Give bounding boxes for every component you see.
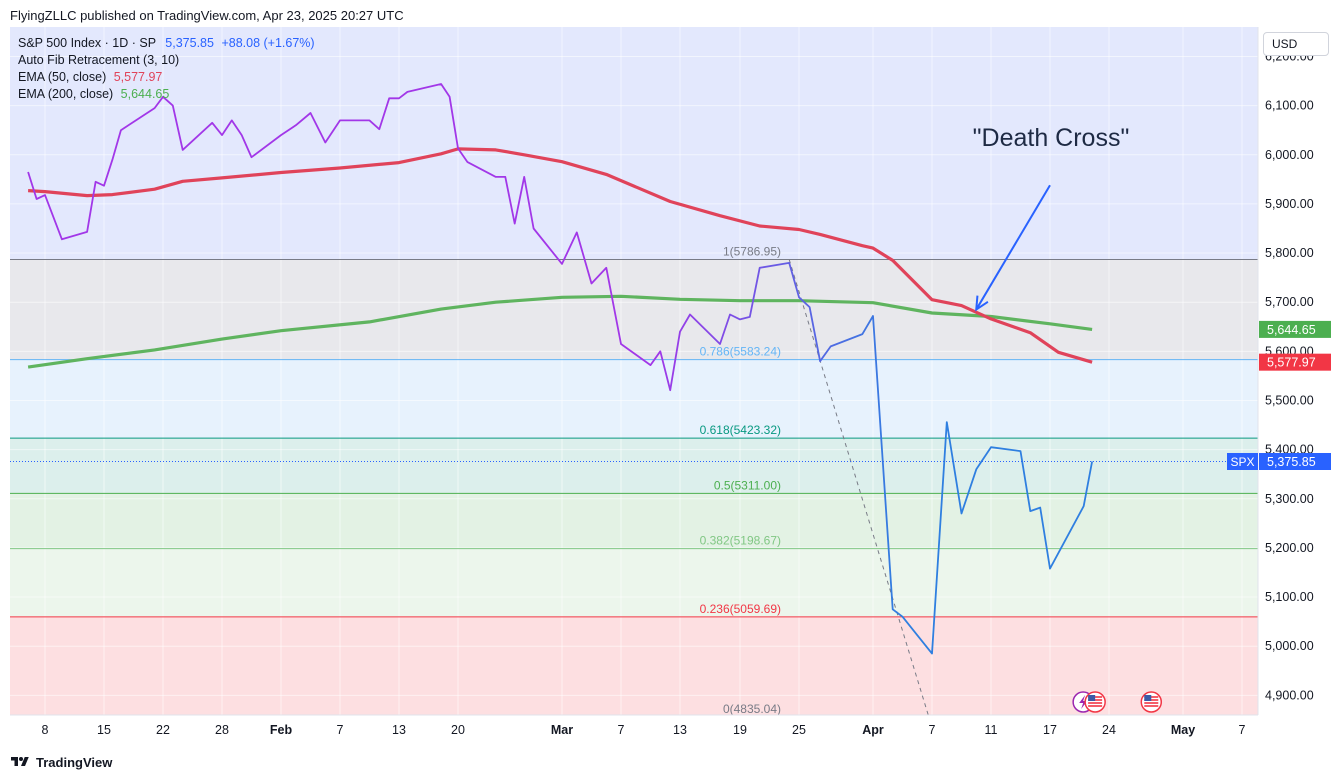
publisher-header: FlyingZLLC published on TradingView.com,…: [10, 8, 404, 23]
time-tick-label: 7: [337, 723, 344, 737]
fib-label-0.786: 0.786(5583.24): [700, 345, 781, 359]
fib-fill-0.618: [10, 438, 1258, 494]
legend-fib-row[interactable]: Auto Fib Retracement (3, 10): [18, 52, 315, 69]
time-tick-label: 24: [1102, 723, 1116, 737]
time-tick-label: 20: [451, 723, 465, 737]
price-tag-label: 5,577.97: [1267, 356, 1316, 370]
ema50-line: [28, 147, 1093, 364]
flag-canton: [1144, 695, 1152, 701]
time-tick-label: 22: [156, 723, 170, 737]
time-tick-label: Apr: [862, 723, 884, 737]
legend: S&P 500 Index · 1D · SP 5,375.85 +88.08 …: [18, 35, 315, 103]
time-tick-label: 11: [985, 723, 998, 737]
fib-fill-0.236: [10, 616, 1258, 715]
time-tick-label: Feb: [270, 723, 293, 737]
fib-label-0.382: 0.382(5198.67): [700, 534, 781, 548]
chart-canvas[interactable]: 1(5786.95) 0.786(5583.24) 0.618(5423.32) 0.…: [10, 27, 1331, 743]
time-tick-label: 25: [792, 723, 806, 737]
fib-label-0.618: 0.618(5423.32): [700, 423, 781, 437]
price-tick-label: 4,900.00: [1265, 688, 1314, 702]
fib-label-0: 0(4835.04): [723, 702, 781, 716]
time-tick-label: 7: [1239, 723, 1246, 737]
ema50-label: EMA (50, close): [18, 70, 107, 84]
tradingview-logo-icon: [11, 757, 29, 766]
time-axis: 8 15 22 28 Feb 7 13 20 Mar 7 13 19 25 Apr 7 11 17 24 May 7: [10, 714, 1331, 743]
price-tag-label: 5,375.85: [1267, 455, 1316, 469]
legend-ema50-row[interactable]: EMA (50, close) 5,577.97: [18, 69, 315, 86]
time-tick-label: 7: [618, 723, 625, 737]
time-tick-label: 28: [215, 723, 229, 737]
time-tick-label: 13: [673, 723, 687, 737]
price-tick-label: 5,700.00: [1265, 295, 1314, 309]
symbol-tag-bg: [1227, 452, 1258, 470]
price-tag-bg: [1259, 452, 1331, 470]
fib-fill-0.786: [10, 359, 1258, 439]
fib-fill-0.382: [10, 548, 1258, 617]
event-marker[interactable]: [1140, 691, 1163, 713]
legend-ema200-row[interactable]: EMA (200, close) 5,644.65: [18, 86, 315, 103]
annotation: "Death Cross": [973, 124, 1130, 312]
fib-trend-line: [788, 259, 933, 728]
grid-lines: [10, 27, 1258, 715]
price-tag-bg: [1259, 320, 1331, 338]
price-tags: 5,644.65 5,577.97 5,375.85 SPX: [1227, 320, 1331, 470]
price-tick-label: 5,800.00: [1265, 246, 1314, 260]
price-axis-bg: [1258, 27, 1331, 743]
chart-pane[interactable]: 1(5786.95) 0.786(5583.24) 0.618(5423.32) 0.…: [10, 27, 1331, 743]
tradingview-footer[interactable]: TradingView: [10, 752, 112, 772]
death-cross-annotation: "Death Cross": [973, 124, 1130, 152]
time-tick-label: 8: [42, 723, 49, 737]
price-tick-label: 5,300.00: [1265, 492, 1314, 506]
price-tick-label: 5,000.00: [1265, 639, 1314, 653]
ema200-line: [27, 294, 1093, 369]
price-tick-label: 6,100.00: [1265, 99, 1314, 113]
annotation-arrow: [975, 184, 1051, 311]
fib-fill-0.5: [10, 493, 1258, 549]
price-tick-label: 5,200.00: [1265, 541, 1314, 555]
series-lines: [10, 83, 1258, 655]
tradingview-brand: TradingView: [36, 754, 113, 770]
price-tick-label: 5,900.00: [1265, 197, 1314, 211]
fib-label-0.5: 0.5(5311.00): [714, 478, 781, 492]
ema200-value: 5,644.65: [120, 87, 170, 101]
price-tick-label: 5,100.00: [1265, 590, 1314, 604]
ema50-value: 5,577.97: [113, 70, 163, 84]
ema200-label: EMA (200, close): [18, 87, 114, 101]
price-tag-bg: [1259, 353, 1331, 371]
time-tick-label: 17: [1043, 723, 1057, 737]
fib-label-1: 1(5786.95): [723, 244, 781, 258]
time-tick-label: 15: [97, 723, 111, 737]
trend-line: [788, 259, 933, 728]
flash-bolt: [1079, 695, 1088, 709]
time-tick-label: 13: [392, 723, 406, 737]
event-markers: [1072, 691, 1163, 713]
fib-levels: 1(5786.95) 0.786(5583.24) 0.618(5423.32) 0.…: [10, 244, 1258, 716]
symbol-tag-label: SPX: [1230, 455, 1254, 469]
price-line: [27, 83, 1093, 655]
currency-selector[interactable]: USD: [1263, 32, 1329, 56]
price-tag-label: 5,644.65: [1267, 323, 1316, 337]
change-value: +88.08 (+1.67%): [221, 36, 315, 50]
symbol-label: S&P 500 Index · 1D · SP: [18, 36, 156, 50]
time-tick-label: 19: [733, 723, 747, 737]
flag-canton: [1088, 695, 1096, 701]
last-price-value: 5,375.85: [165, 36, 214, 50]
price-axis: 4,900.00 5,000.00 5,100.00 5,200.00 5,300.00…: [1257, 27, 1331, 743]
annotation-arrowhead: [975, 295, 989, 312]
price-tick-label: 6,000.00: [1265, 148, 1314, 162]
time-axis-bg: [10, 715, 1331, 743]
fib-label: Auto Fib Retracement (3, 10): [18, 53, 180, 67]
time-tick-label: 7: [929, 723, 936, 737]
time-tick-label: Mar: [551, 723, 573, 737]
event-marker[interactable]: [1072, 691, 1106, 713]
price-tick-label: 5,500.00: [1265, 393, 1314, 407]
time-tick-label: May: [1171, 723, 1195, 737]
legend-symbol-row[interactable]: S&P 500 Index · 1D · SP 5,375.85 +88.08 …: [18, 35, 315, 52]
fib-label-0.236: 0.236(5059.69): [700, 602, 781, 616]
